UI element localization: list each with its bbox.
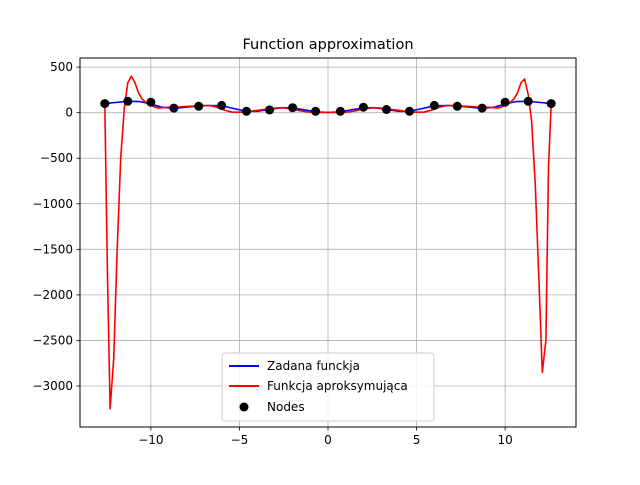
legend-label-zadana-funckja: Zadana funckja <box>267 359 360 373</box>
y-tick-label: 0 <box>65 106 73 120</box>
node-point <box>169 103 179 113</box>
node-point <box>477 103 487 113</box>
node-point <box>429 100 439 110</box>
x-tick-label: −5 <box>231 433 249 447</box>
y-tick-label: −1000 <box>32 197 73 211</box>
x-tick-label: 0 <box>324 433 332 447</box>
node-point <box>265 105 274 115</box>
y-tick-label: −500 <box>40 151 73 165</box>
y-tick-label: 500 <box>50 60 73 74</box>
node-point <box>523 96 533 106</box>
ticks: −10 −5 0 5 10 500 0 −500 −1000 −1500 −2000 −2500 −30… <box>32 60 512 447</box>
node-point <box>546 99 556 109</box>
legend-label-funkcja-aproksymujaca: Funkcja aproksymująca <box>267 379 408 393</box>
node-point <box>146 97 156 107</box>
node-point <box>123 96 133 106</box>
legend-marker-nodes <box>239 402 249 412</box>
node-point <box>100 99 110 109</box>
y-tick-label: −2000 <box>32 288 73 302</box>
x-tick-label: 5 <box>413 433 421 447</box>
grid <box>80 58 576 427</box>
y-tick-label: −2500 <box>32 333 73 347</box>
x-tick-label: 10 <box>498 433 513 447</box>
x-tick-label: −10 <box>138 433 163 447</box>
y-tick-label: −1500 <box>32 242 73 256</box>
node-point <box>358 102 368 112</box>
node-point <box>217 100 227 110</box>
series-layer <box>100 75 556 410</box>
chart-title: Function approximation <box>242 37 413 53</box>
legend: Zadana funckja Funkcja aproksymująca Nod… <box>221 352 435 422</box>
node-point <box>382 105 391 114</box>
node-point <box>500 97 510 107</box>
legend-box <box>221 352 435 422</box>
node-point <box>405 106 414 116</box>
node-point <box>194 101 204 111</box>
node-point <box>335 106 345 116</box>
node-point <box>288 103 298 113</box>
legend-label-nodes: Nodes <box>267 400 305 414</box>
y-tick-label: −3000 <box>32 379 73 393</box>
node-point <box>242 106 251 116</box>
node-point <box>311 106 321 116</box>
node-point <box>452 101 462 111</box>
